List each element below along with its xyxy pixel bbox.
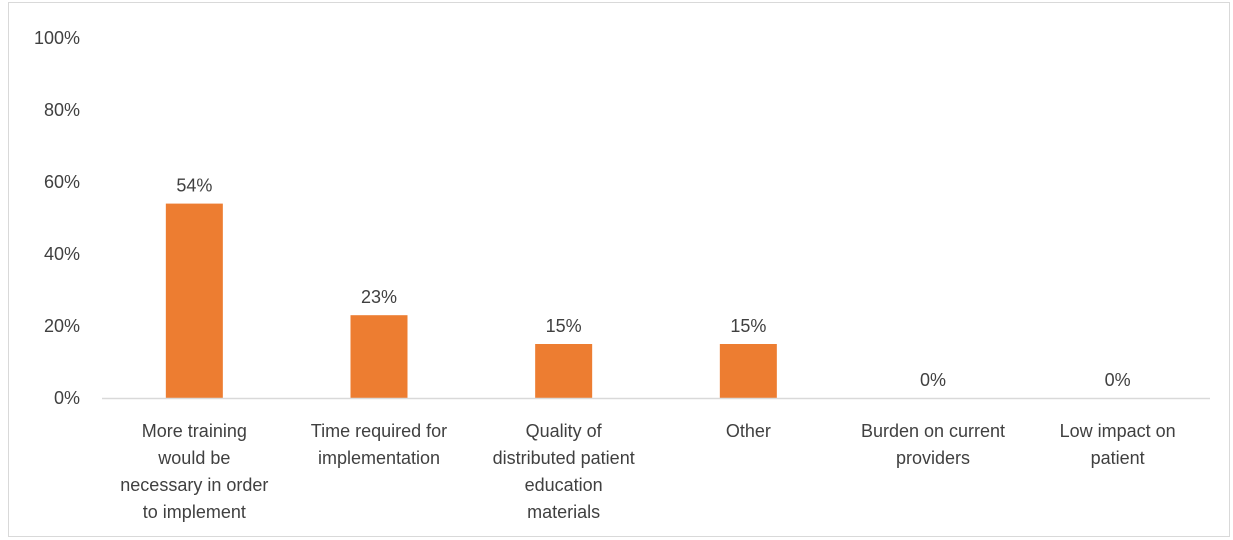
category-label: Quality of distributed patient education ma… <box>493 421 635 522</box>
bar <box>165 203 223 398</box>
bar <box>719 344 777 398</box>
category-label-line: Quality of <box>526 421 603 441</box>
y-tick-label: 40% <box>44 244 80 264</box>
category-label-line: would be <box>157 448 230 468</box>
category-label-line: Low impact on <box>1060 421 1176 441</box>
category-label-line: necessary in order <box>120 475 268 495</box>
category-label-line: distributed patient <box>493 448 635 468</box>
bar <box>350 315 408 398</box>
category-label-line: education <box>525 475 603 495</box>
y-tick-label: 100% <box>34 28 80 48</box>
y-tick-label: 20% <box>44 316 80 336</box>
data-label: 0% <box>1105 370 1131 390</box>
category-label-line: Time required for <box>311 421 447 441</box>
category-label-line: implementation <box>318 448 440 468</box>
data-label: 15% <box>730 316 766 336</box>
category-label-line: to implement <box>143 502 246 522</box>
data-label: 15% <box>546 316 582 336</box>
category-label-line: Other <box>726 421 771 441</box>
category-label-line: providers <box>896 448 970 468</box>
data-label: 23% <box>361 287 397 307</box>
category-label: More training would be necessary in order t… <box>120 421 268 522</box>
bar <box>535 344 593 398</box>
category-label: Time required for implementation <box>311 421 447 468</box>
y-tick-label: 0% <box>54 388 80 408</box>
category-label-line: Burden on current <box>861 421 1005 441</box>
category-label-line: patient <box>1091 448 1145 468</box>
y-tick-label: 80% <box>44 100 80 120</box>
y-tick-label: 60% <box>44 172 80 192</box>
data-label: 0% <box>920 370 946 390</box>
category-label-line: materials <box>527 502 600 522</box>
category-label-line: More training <box>142 421 247 441</box>
category-label: Burden on current providers <box>861 421 1005 468</box>
category-label: Other <box>726 421 771 441</box>
data-label: 54% <box>176 176 212 196</box>
category-label: Low impact on patient <box>1060 421 1176 468</box>
